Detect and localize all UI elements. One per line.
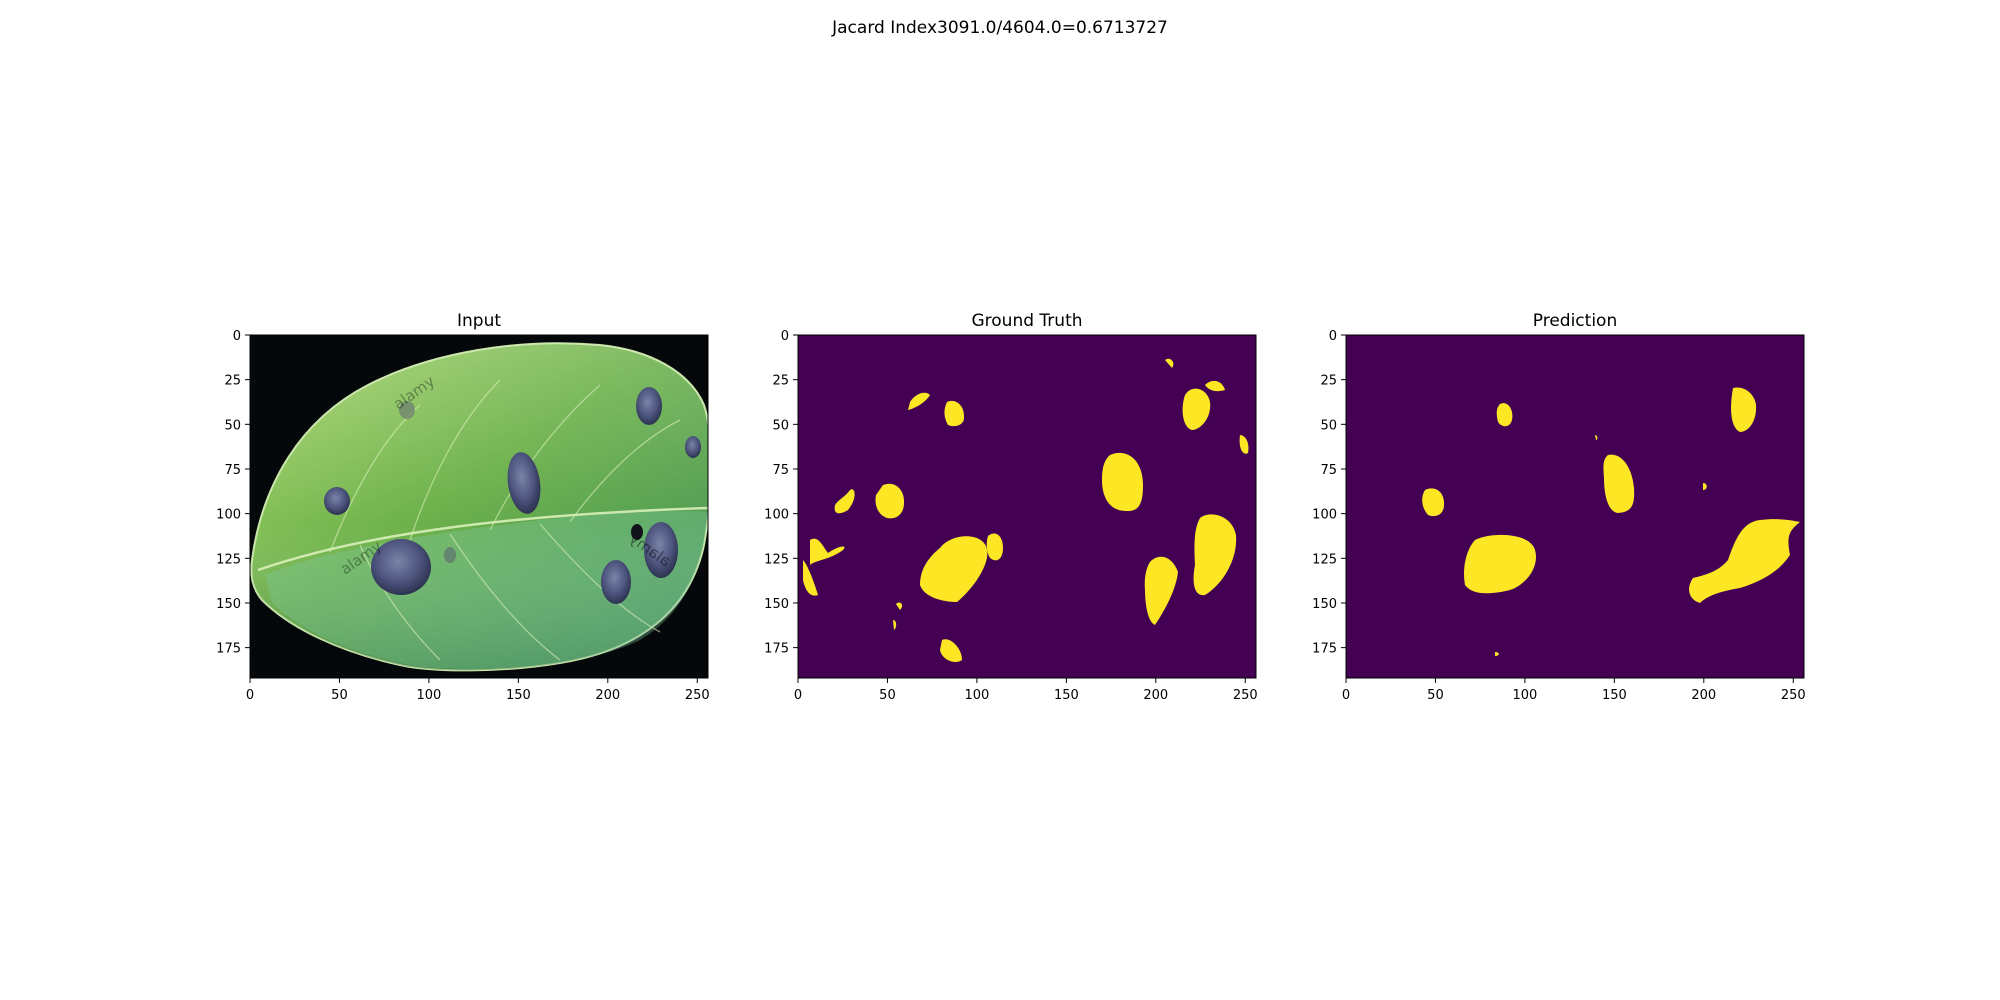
y-tick-label: 125 xyxy=(764,552,789,567)
y-tick-label: 0 xyxy=(1329,329,1337,344)
axes-frame xyxy=(797,334,1257,679)
x-tick-label: 0 xyxy=(794,688,802,703)
x-tick-label: 200 xyxy=(595,688,620,703)
y-tick-label: 0 xyxy=(233,329,241,344)
x-axis-ticks: 0 50 100 150 200 250 xyxy=(794,678,1258,703)
x-tick-label: 0 xyxy=(246,688,254,703)
figure-suptitle: Jacard Index3091.0/4604.0=0.6713727 xyxy=(831,18,1168,38)
x-tick-label: 50 xyxy=(331,688,348,703)
y-tick-label: 175 xyxy=(764,642,789,657)
panel-input: Input xyxy=(216,311,710,703)
x-tick-label: 50 xyxy=(1427,688,1444,703)
x-axis-ticks: 0 50 100 150 200 250 xyxy=(1342,678,1806,703)
y-tick-label: 0 xyxy=(781,329,789,344)
x-tick-label: 100 xyxy=(416,688,441,703)
y-tick-label: 75 xyxy=(772,463,789,478)
y-axis-ticks: 0 25 50 75 100 125 150 175 xyxy=(764,329,798,657)
panel-title-prediction: Prediction xyxy=(1533,311,1617,331)
y-axis-ticks: 0 25 50 75 100 125 150 175 xyxy=(216,329,250,657)
x-tick-label: 0 xyxy=(1342,688,1350,703)
y-tick-label: 150 xyxy=(1312,597,1337,612)
y-tick-label: 50 xyxy=(224,418,241,433)
x-tick-label: 50 xyxy=(879,688,896,703)
axes-frame xyxy=(1345,334,1805,679)
leaf-lesions xyxy=(324,387,701,604)
ground-truth-mask xyxy=(798,335,1256,678)
x-tick-label: 100 xyxy=(964,688,989,703)
y-tick-label: 50 xyxy=(1320,418,1337,433)
panel-title-input: Input xyxy=(457,311,501,331)
y-tick-label: 150 xyxy=(216,597,241,612)
y-tick-label: 125 xyxy=(216,552,241,567)
x-tick-label: 150 xyxy=(1054,688,1079,703)
x-tick-label: 200 xyxy=(1143,688,1168,703)
x-tick-label: 250 xyxy=(1233,688,1258,703)
y-tick-label: 150 xyxy=(764,597,789,612)
input-image: alamy alamy alamy xyxy=(250,335,708,678)
y-tick-label: 25 xyxy=(772,374,789,389)
x-tick-label: 250 xyxy=(685,688,710,703)
y-tick-label: 25 xyxy=(224,374,241,389)
y-tick-label: 75 xyxy=(224,463,241,478)
y-tick-label: 125 xyxy=(1312,552,1337,567)
y-tick-label: 175 xyxy=(1312,642,1337,657)
y-axis-ticks: 0 25 50 75 100 125 150 175 xyxy=(1312,329,1346,657)
x-tick-label: 200 xyxy=(1691,688,1716,703)
y-tick-label: 75 xyxy=(1320,463,1337,478)
panel-ground-truth: Ground Truth xyxy=(764,311,1258,703)
x-axis-ticks: 0 50 100 150 200 250 xyxy=(246,678,710,703)
axes-frame xyxy=(249,334,709,679)
panel-prediction: Prediction 0 50 100 150 200 250 0 25 50 75 100 125… xyxy=(1312,311,1806,703)
y-tick-label: 100 xyxy=(1312,508,1337,523)
x-tick-label: 100 xyxy=(1512,688,1537,703)
y-tick-label: 175 xyxy=(216,642,241,657)
prediction-mask xyxy=(1346,335,1804,678)
panel-title-ground-truth: Ground Truth xyxy=(971,311,1082,331)
y-tick-label: 100 xyxy=(764,508,789,523)
x-tick-label: 150 xyxy=(506,688,531,703)
y-tick-label: 50 xyxy=(772,418,789,433)
x-tick-label: 150 xyxy=(1602,688,1627,703)
x-tick-label: 250 xyxy=(1781,688,1806,703)
y-tick-label: 25 xyxy=(1320,374,1337,389)
y-tick-label: 100 xyxy=(216,508,241,523)
